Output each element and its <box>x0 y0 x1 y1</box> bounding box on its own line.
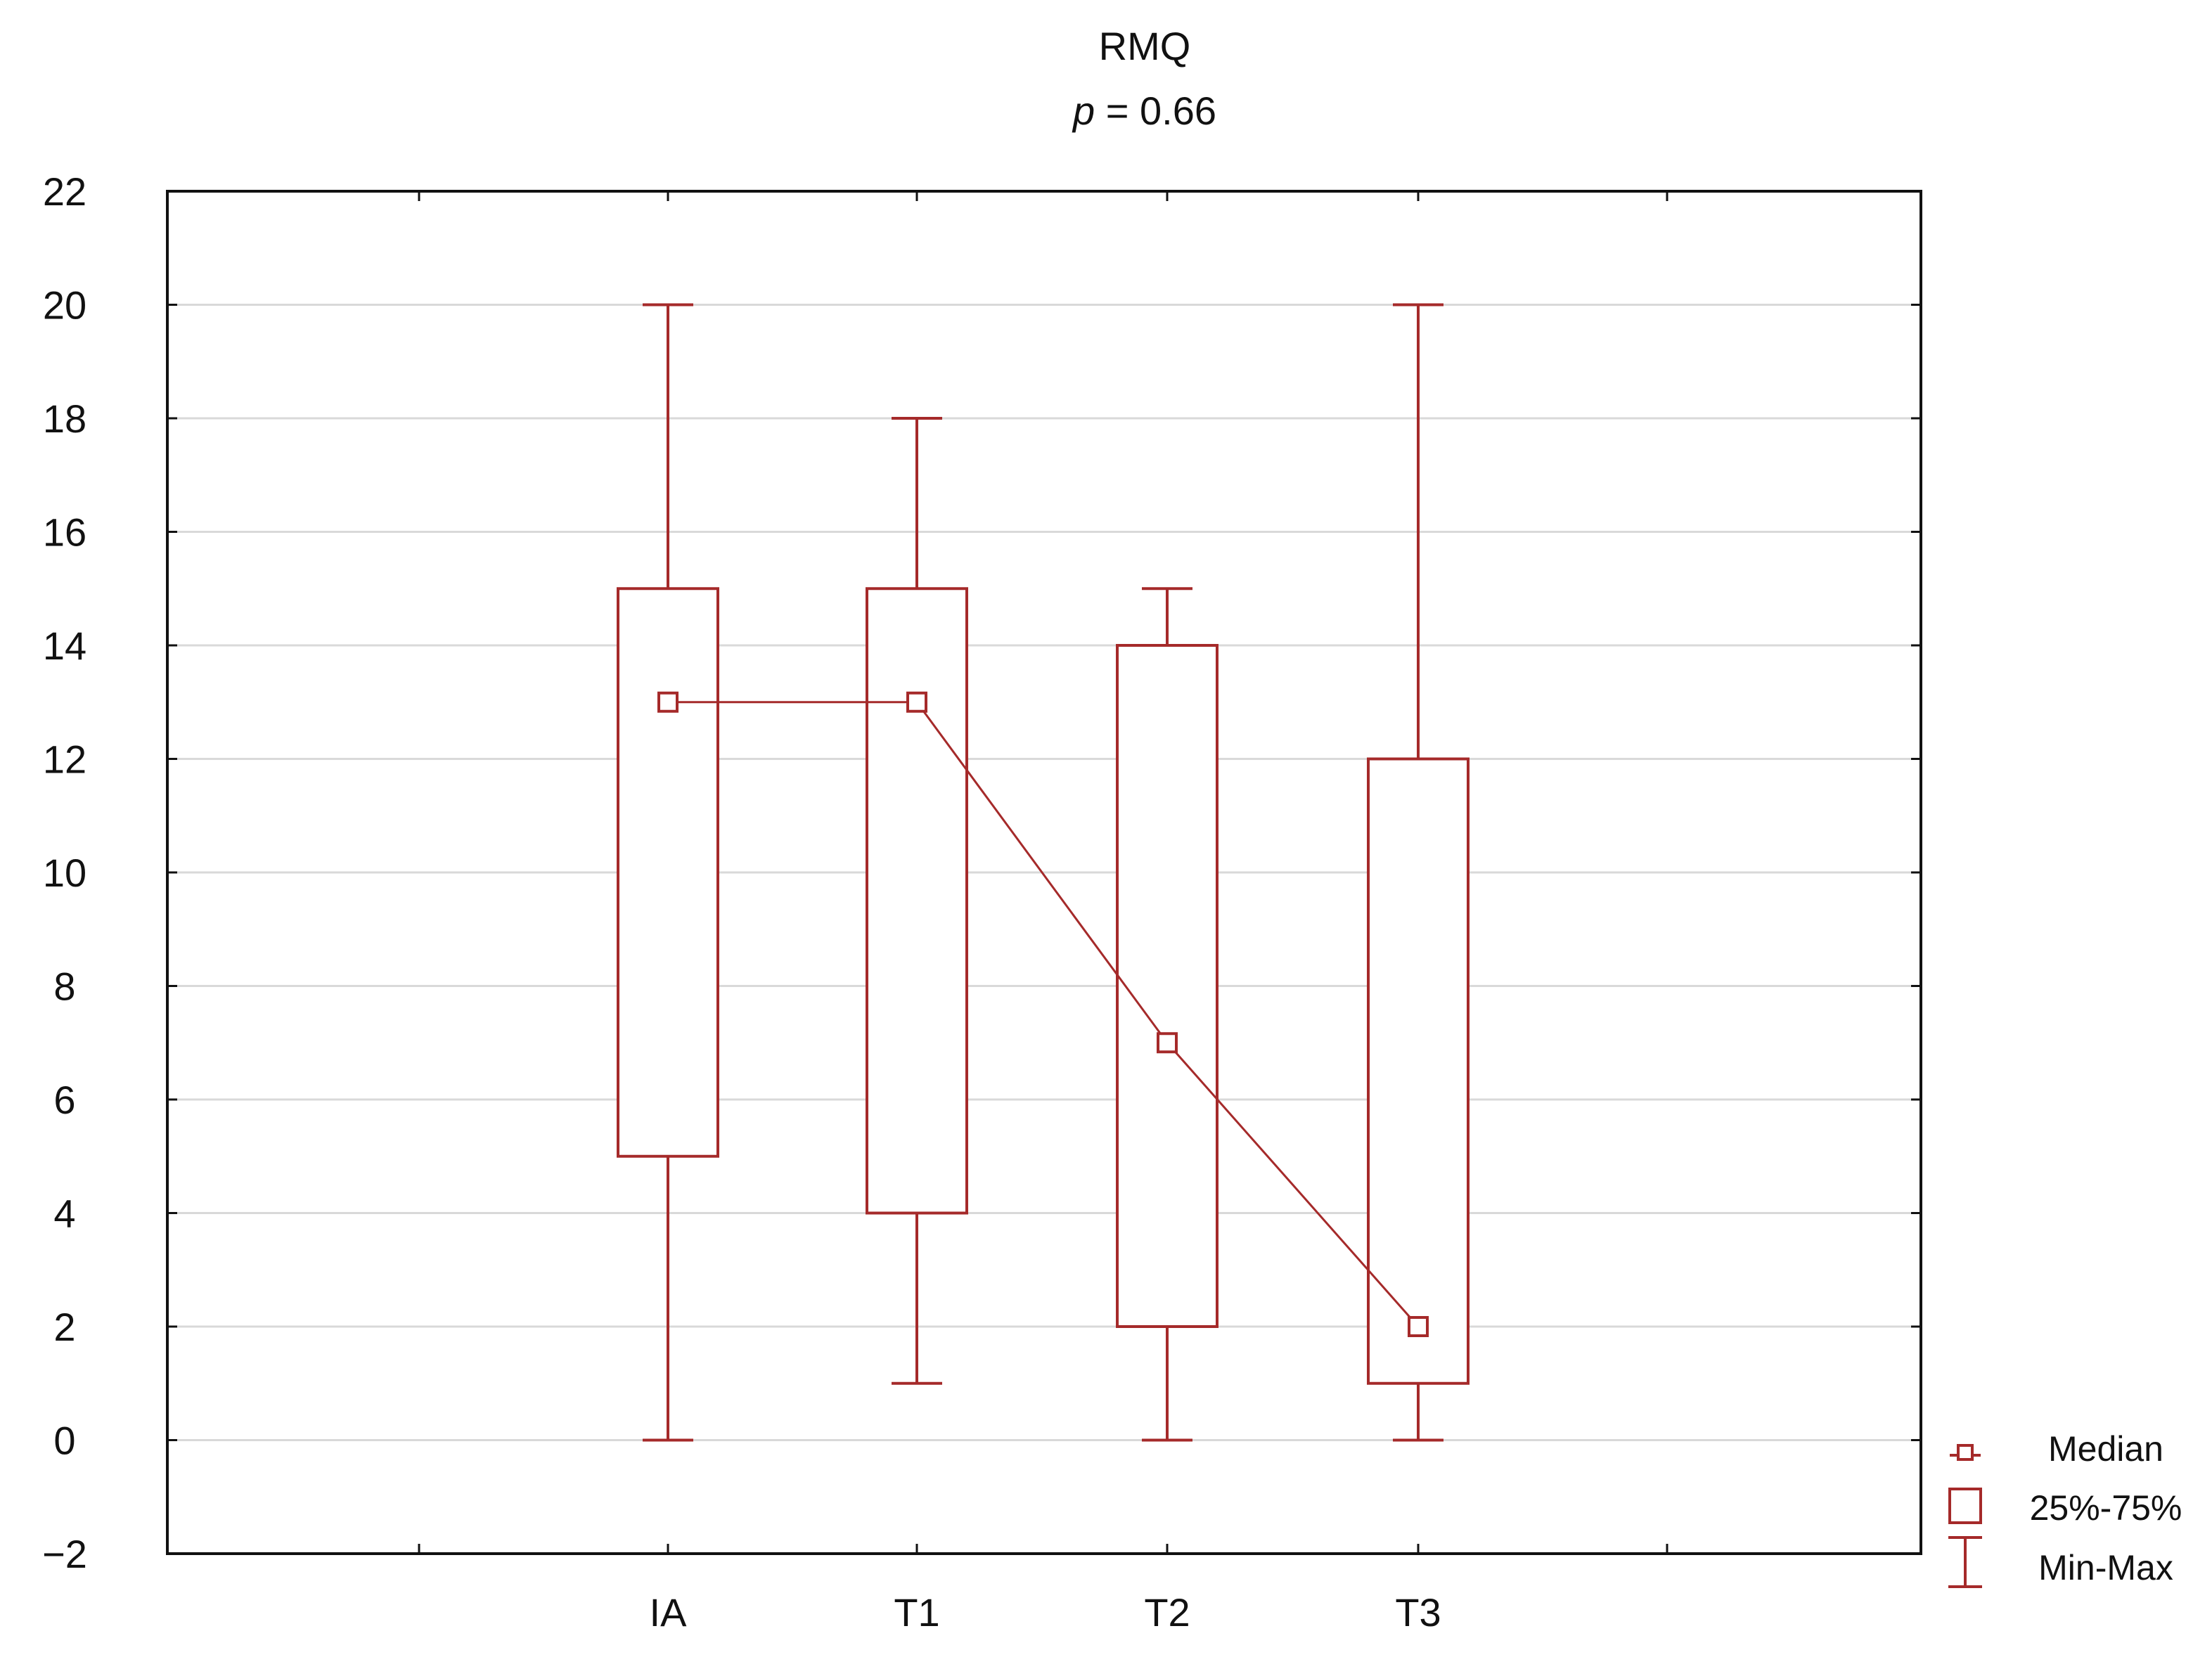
box-t1 <box>866 587 968 1215</box>
chart-title: RMQ <box>1099 24 1191 68</box>
y-tick-label: 2 <box>53 1305 75 1349</box>
x-tick-label-t2: T2 <box>1144 1590 1190 1635</box>
legend: Median 25%-75% Min-Max <box>1948 1429 2182 1588</box>
y-tick-label: 22 <box>43 169 86 214</box>
median-connector-line <box>668 701 1420 1327</box>
legend-median-marker <box>1957 1444 1974 1461</box>
tick-labels: −2 0 2 4 6 8 10 12 14 16 18 20 22 IA T1 T2 T3 <box>42 169 1441 1635</box>
x-tick-label-ia: IA <box>650 1590 688 1635</box>
x-tick-label-t3: T3 <box>1395 1590 1441 1635</box>
x-tick-label-t1: T1 <box>894 1590 939 1635</box>
box-t3 <box>1367 757 1470 1385</box>
y-tick-label: 0 <box>53 1419 75 1463</box>
grid-lines <box>167 304 1921 1441</box>
y-tick-label: 8 <box>53 965 75 1009</box>
subtitle-p-symbol: p <box>1072 89 1095 133</box>
chart-subtitle: p = 0.66 <box>1072 89 1216 133</box>
y-tick-label: 6 <box>53 1078 75 1122</box>
legend-label-median: Median <box>2048 1429 2163 1469</box>
y-tick-label: 12 <box>43 737 86 782</box>
legend-label-box: 25%-75% <box>2030 1488 2182 1528</box>
subtitle-p-value: = 0.66 <box>1095 89 1216 133</box>
y-tick-label: 4 <box>53 1192 75 1236</box>
y-tick-label: −2 <box>42 1532 87 1576</box>
plot-area <box>166 190 1922 1555</box>
y-tick-label: 18 <box>43 396 86 441</box>
median-marker-t2 <box>1157 1032 1178 1054</box>
y-tick-label: 16 <box>43 510 86 555</box>
legend-box-symbol <box>1948 1488 1982 1524</box>
legend-label-whisker: Min-Max <box>2038 1548 2173 1587</box>
plot-frame <box>166 190 1922 1555</box>
y-tick-label: 10 <box>43 851 86 895</box>
median-marker-t1 <box>906 691 927 713</box>
median-marker-ia <box>657 691 679 713</box>
box-ia <box>617 587 719 1158</box>
median-marker-t3 <box>1408 1316 1429 1337</box>
y-tick-label: 20 <box>43 283 86 328</box>
y-tick-label: 14 <box>43 624 86 668</box>
box-t2 <box>1116 644 1218 1328</box>
